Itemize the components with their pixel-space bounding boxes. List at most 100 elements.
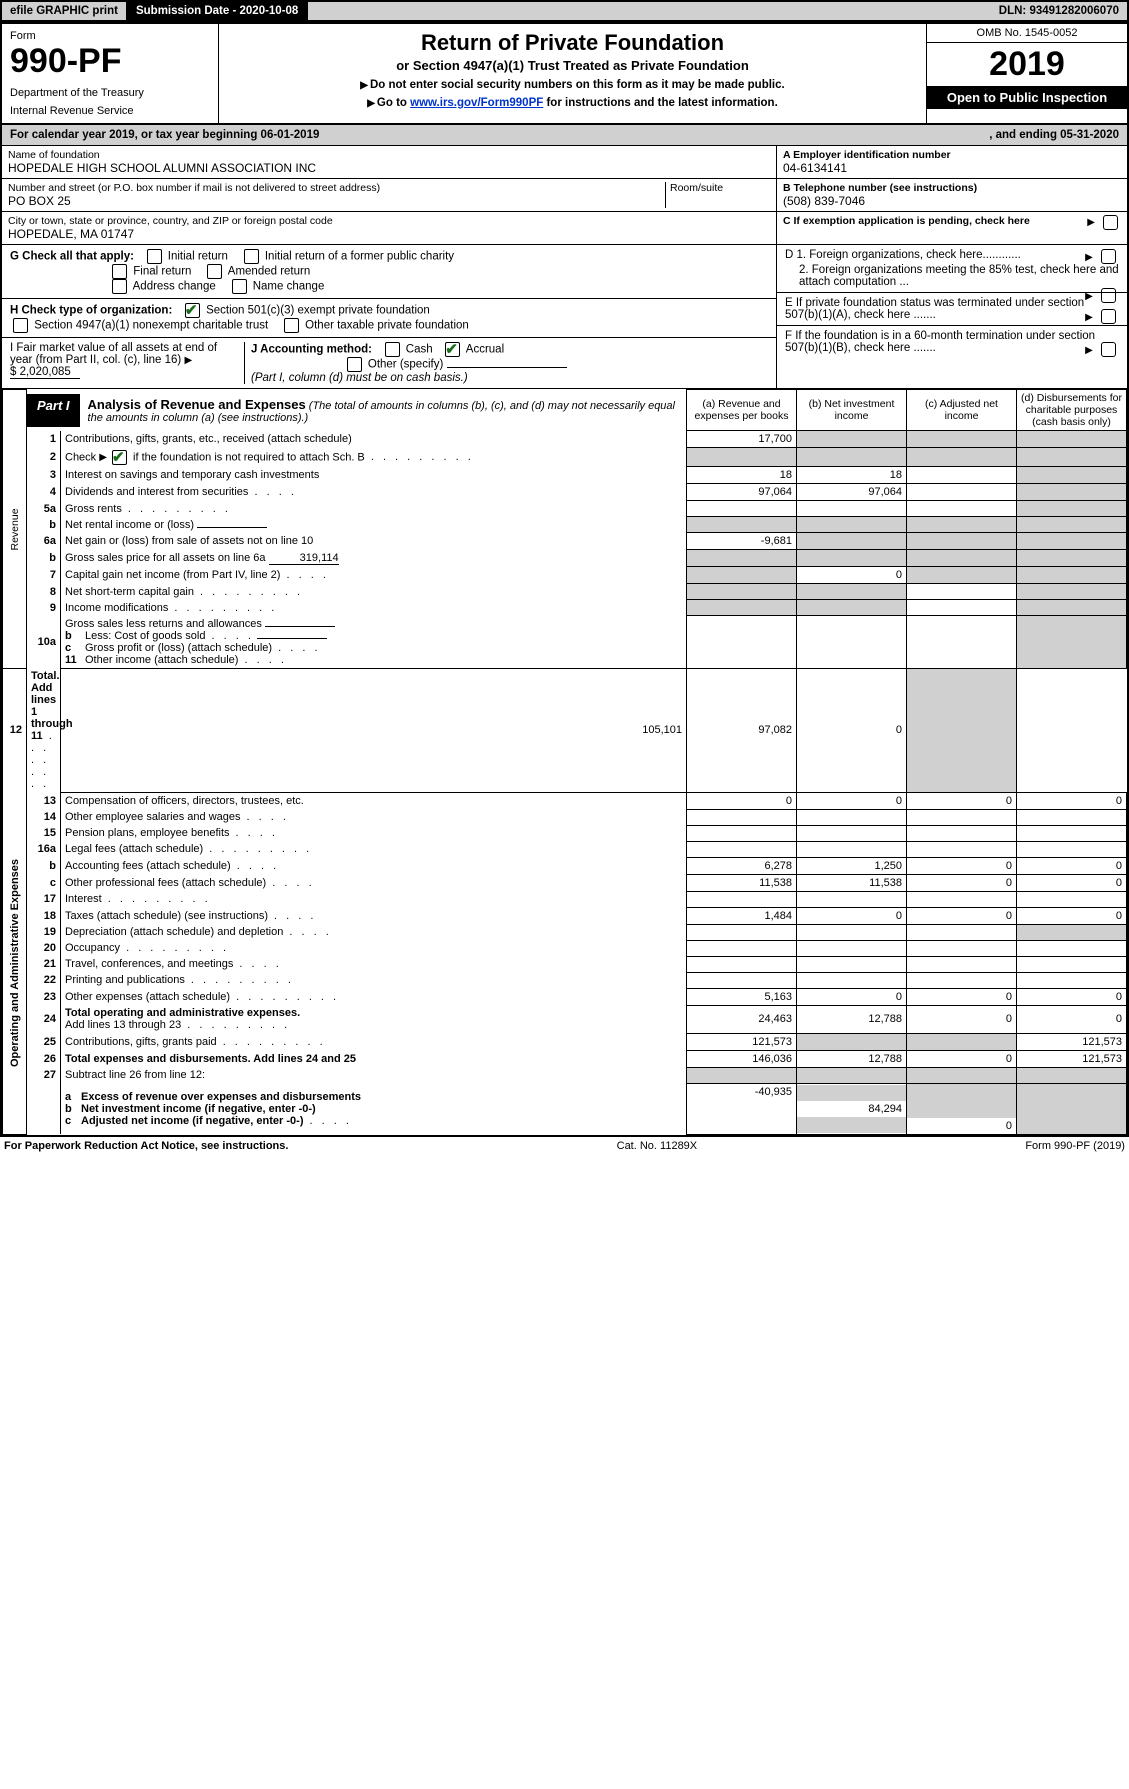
top-bar: efile GRAPHIC print Submission Date - 20… xyxy=(0,0,1129,22)
cell: 17,700 xyxy=(687,431,797,448)
cell xyxy=(907,956,1017,972)
line-num: 1 xyxy=(27,431,61,448)
gross-sales-value: 319,114 xyxy=(269,552,339,565)
t: Gross profit or (loss) (attach schedule) xyxy=(85,642,272,654)
t: -40,935 xyxy=(755,1086,792,1098)
cell xyxy=(687,550,797,567)
501c3-cb[interactable] xyxy=(185,303,200,318)
cell xyxy=(1017,616,1127,669)
sub-num: c xyxy=(65,1115,81,1127)
cell: 0 xyxy=(907,874,1017,891)
t: Net investment income (if negative, ente… xyxy=(81,1103,316,1115)
line-num: 18 xyxy=(27,907,61,924)
initial-return-cb[interactable] xyxy=(147,249,162,264)
cell: 0 xyxy=(907,792,1017,809)
cell xyxy=(907,940,1017,956)
t: Excess of revenue over expenses and disb… xyxy=(81,1091,361,1103)
cell xyxy=(687,825,797,841)
cell: 0 xyxy=(1017,857,1127,874)
cell: 5,163 xyxy=(687,988,797,1005)
cell: 0 xyxy=(907,857,1017,874)
cell xyxy=(797,891,907,907)
sub-num: a xyxy=(65,1091,81,1103)
arrow-icon xyxy=(1085,311,1095,323)
line-desc: Depreciation (attach schedule) and deple… xyxy=(61,924,687,940)
name-change-cb[interactable] xyxy=(232,279,247,294)
line-num: 8 xyxy=(27,584,61,600)
foundation-name: HOPEDALE HIGH SCHOOL ALUMNI ASSOCIATION … xyxy=(8,161,770,175)
other-method-cb[interactable] xyxy=(347,357,362,372)
calendar-year-row: For calendar year 2019, or tax year begi… xyxy=(2,125,1127,146)
cell xyxy=(687,809,797,825)
cell xyxy=(1017,533,1127,550)
cell xyxy=(797,501,907,517)
blank-line xyxy=(265,626,335,627)
line-num: b xyxy=(27,550,61,567)
cell xyxy=(687,448,797,467)
exemption-checkbox[interactable] xyxy=(1103,215,1118,230)
line-desc: Accounting fees (attach schedule) xyxy=(61,857,687,874)
e-cb[interactable] xyxy=(1101,309,1116,324)
cell: 121,573 xyxy=(687,1033,797,1050)
d2-cb[interactable] xyxy=(1101,288,1116,303)
cell xyxy=(797,550,907,567)
t: Other income (attach schedule) xyxy=(85,654,238,666)
addr-change-cb[interactable] xyxy=(112,279,127,294)
line-desc: Contributions, gifts, grants, etc., rece… xyxy=(61,431,687,448)
cell xyxy=(687,501,797,517)
d1-cb[interactable] xyxy=(1101,249,1116,264)
exemption-label: C If exemption application is pending, c… xyxy=(783,215,1030,227)
line-desc: Other professional fees (attach schedule… xyxy=(61,874,687,891)
line-desc: Legal fees (attach schedule) xyxy=(61,841,687,857)
cell xyxy=(907,668,1017,792)
final-return-cb[interactable] xyxy=(112,264,127,279)
cell xyxy=(1017,584,1127,600)
line-num: 5a xyxy=(27,501,61,517)
initial-former-cb[interactable] xyxy=(244,249,259,264)
t: Total expenses and disbursements. Add li… xyxy=(65,1053,356,1065)
line-desc: Printing and publications xyxy=(61,972,687,988)
amended-cb[interactable] xyxy=(207,264,222,279)
cell: 0 xyxy=(687,792,797,809)
g-o1: Initial return xyxy=(168,251,228,263)
cell xyxy=(907,567,1017,584)
cell xyxy=(1017,1067,1127,1083)
sub-num: b xyxy=(65,630,85,642)
cell: 121,573 xyxy=(1017,1050,1127,1067)
arrow-icon xyxy=(360,79,370,91)
h-label: H Check type of organization: xyxy=(10,305,172,317)
instr-link[interactable]: www.irs.gov/Form990PF xyxy=(410,97,543,109)
line-desc: Total operating and administrative expen… xyxy=(61,1005,687,1033)
line-num: 14 xyxy=(27,809,61,825)
cell xyxy=(1017,517,1127,533)
line-num: 4 xyxy=(27,484,61,501)
cell: 105,101 xyxy=(61,668,687,792)
cell xyxy=(1017,550,1127,567)
cell: 1,484 xyxy=(687,907,797,924)
t: Gross sales price for all assets on line… xyxy=(65,552,266,564)
cell xyxy=(797,584,907,600)
f-cb[interactable] xyxy=(1101,342,1116,357)
cell xyxy=(1017,484,1127,501)
g-o5: Address change xyxy=(133,281,216,293)
accrual-cb[interactable] xyxy=(445,342,460,357)
open-to-public: Open to Public Inspection xyxy=(927,86,1127,109)
col-b-header: (b) Net investment income xyxy=(797,390,907,431)
other-taxable-cb[interactable] xyxy=(284,318,299,333)
cell xyxy=(797,809,907,825)
line-num: b xyxy=(27,517,61,533)
cash-cb[interactable] xyxy=(385,342,400,357)
sch-b-cb[interactable] xyxy=(112,450,127,465)
col-a-header: (a) Revenue and expenses per books xyxy=(687,390,797,431)
cell xyxy=(687,972,797,988)
4947-cb[interactable] xyxy=(13,318,28,333)
cell xyxy=(1017,448,1127,467)
g-o6: Name change xyxy=(253,281,325,293)
cell xyxy=(1017,891,1127,907)
efile-label: efile GRAPHIC print xyxy=(2,2,128,20)
cell xyxy=(907,825,1017,841)
cell xyxy=(797,956,907,972)
cell xyxy=(907,616,1017,669)
submission-date: Submission Date - 2020-10-08 xyxy=(128,2,308,20)
arrow-icon xyxy=(184,354,194,366)
